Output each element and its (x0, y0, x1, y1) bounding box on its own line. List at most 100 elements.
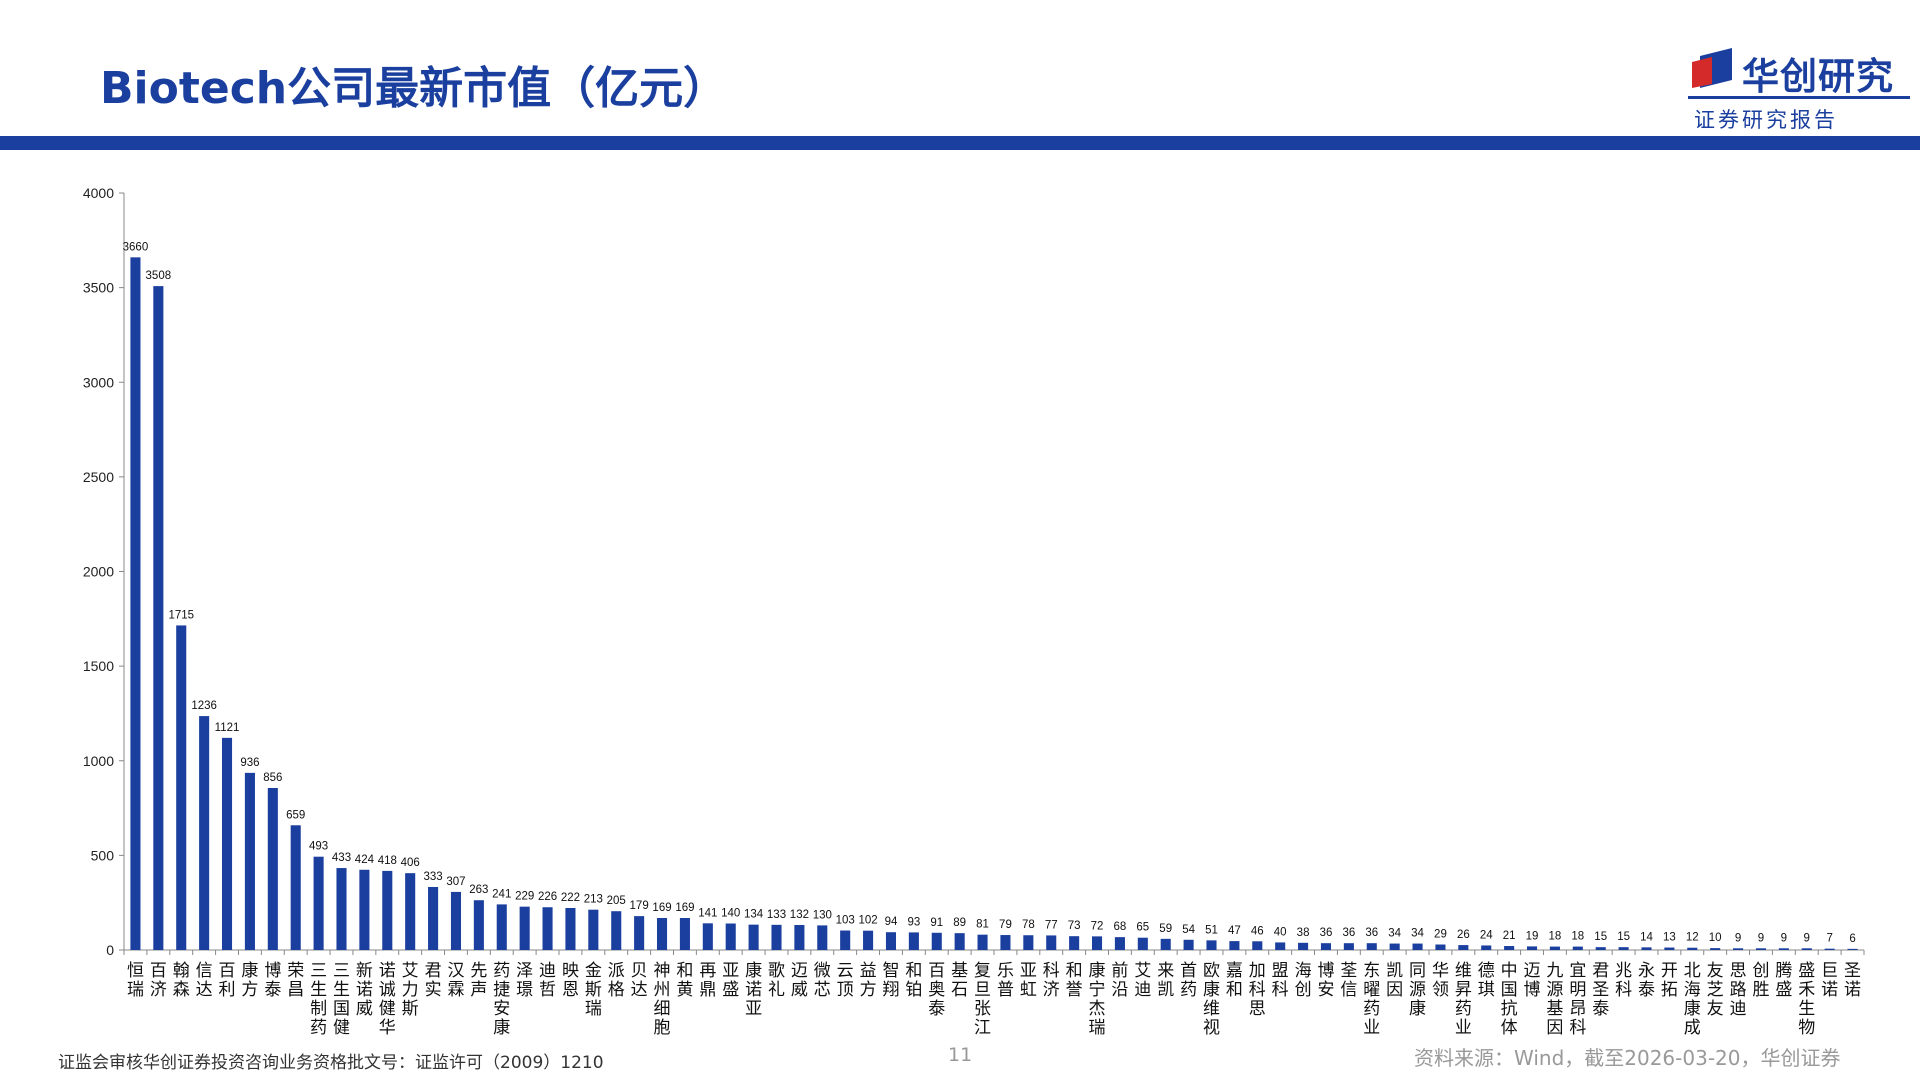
data-label: 40 (1274, 926, 1287, 938)
category-label: 映恩 (562, 961, 579, 1000)
data-label: 132 (790, 909, 809, 921)
category-label: 金斯瑞 (585, 961, 602, 1019)
data-label: 65 (1136, 922, 1149, 934)
data-label: 424 (355, 854, 375, 866)
logo-name: 华创研究 (1742, 55, 1894, 98)
bar (588, 909, 599, 950)
category-label: 盛禾生物 (1798, 961, 1815, 1038)
category-label: 百利 (219, 961, 236, 1000)
data-label: 3660 (123, 241, 149, 253)
data-label: 3508 (146, 270, 172, 282)
data-label: 10 (1709, 932, 1722, 944)
data-label: 213 (584, 894, 603, 906)
bar (1595, 947, 1606, 950)
bar (748, 924, 759, 950)
bar (1824, 948, 1835, 950)
bar (130, 257, 141, 951)
data-label: 9 (1804, 932, 1810, 944)
data-label: 13 (1663, 932, 1676, 944)
data-label: 59 (1159, 923, 1172, 935)
category-label: 北海康成 (1684, 961, 1701, 1038)
category-label: 微芯 (814, 961, 831, 1000)
category-label: 和黄 (676, 961, 693, 1000)
bar (221, 737, 233, 950)
data-label: 18 (1571, 931, 1584, 943)
category-label: 三生制药 (310, 961, 327, 1038)
bar (1366, 943, 1377, 950)
category-label: 新诺威 (356, 961, 373, 1019)
category-label: 恒瑞 (127, 961, 144, 1000)
category-label: 盟科 (1272, 961, 1289, 1000)
bar (1755, 948, 1767, 950)
category-label: 贝达 (631, 961, 648, 1000)
data-label: 36 (1365, 927, 1378, 939)
data-label: 140 (721, 908, 740, 920)
data-label: 12 (1686, 932, 1699, 944)
bar (1137, 937, 1148, 950)
bar (1320, 943, 1332, 950)
bar (290, 825, 301, 950)
logo-divider (1688, 96, 1910, 99)
bar (153, 286, 164, 951)
data-label: 205 (607, 895, 626, 907)
data-label: 307 (446, 876, 465, 888)
bar (519, 906, 530, 950)
category-label: 中国抗体 (1501, 961, 1518, 1038)
category-label: 兆科 (1615, 961, 1632, 1000)
y-tick-label: 4000 (83, 185, 114, 201)
bar (1000, 935, 1011, 950)
category-label: 加科思 (1249, 961, 1266, 1019)
category-label: 来凯 (1157, 961, 1174, 1000)
bar (1114, 937, 1125, 950)
data-label: 333 (423, 871, 442, 883)
data-label: 222 (561, 892, 580, 904)
data-label: 936 (240, 757, 259, 769)
category-label: 复旦张江 (974, 961, 991, 1038)
data-label: 169 (675, 902, 694, 914)
data-label: 89 (953, 917, 966, 929)
category-label: 博泰 (264, 961, 281, 1000)
category-label: 维昇药业 (1455, 961, 1472, 1038)
data-label: 94 (885, 916, 898, 928)
category-label: 荣昌 (287, 961, 304, 1000)
data-label: 9 (1781, 932, 1787, 944)
category-label: 神州细胞 (654, 961, 671, 1038)
bar (565, 907, 576, 950)
category-label: 信达 (196, 961, 213, 1000)
data-label: 263 (469, 884, 488, 896)
data-label: 38 (1297, 927, 1310, 939)
y-tick-label: 3000 (83, 374, 114, 390)
bar-chart: 0 500 1000 1500 2000 2500 3000 3500 4000 3660 350… (83, 185, 1865, 1038)
y-tick-label: 0 (106, 942, 114, 958)
category-label: 华领 (1432, 961, 1449, 1000)
category-label: 开拓 (1661, 961, 1678, 1000)
category-label: 迪哲 (539, 961, 556, 1000)
data-label: 1121 (215, 722, 240, 734)
bar (1710, 948, 1721, 950)
category-label: 友芝友 (1707, 961, 1724, 1019)
data-label: 856 (263, 772, 282, 784)
bar (1091, 936, 1103, 950)
bar (1023, 935, 1034, 950)
bar (1206, 940, 1217, 950)
data-label: 21 (1503, 930, 1516, 942)
data-label: 7 (1826, 933, 1832, 945)
category-label: 翰森 (173, 961, 190, 1000)
bar (244, 772, 255, 950)
data-label: 18 (1549, 931, 1562, 943)
page-number: 11 (948, 1044, 973, 1066)
bar (496, 904, 507, 950)
category-label: 科济 (1043, 961, 1060, 1000)
category-label: 首药 (1180, 961, 1197, 1000)
bar (725, 923, 736, 950)
category-label: 圣诺 (1844, 961, 1861, 1000)
page-title: Biotech公司最新市值（亿元） (100, 63, 728, 114)
y-tick-label: 2000 (83, 564, 114, 580)
bar (863, 930, 874, 950)
data-label: 130 (813, 909, 832, 921)
source-note: 资料来源：Wind，截至2026-03-20，华创证券 (1414, 1046, 1841, 1070)
data-label: 73 (1068, 920, 1081, 932)
category-label: 三生国健 (333, 961, 350, 1038)
bar (1298, 942, 1309, 950)
category-label: 欧康维视 (1203, 961, 1220, 1038)
